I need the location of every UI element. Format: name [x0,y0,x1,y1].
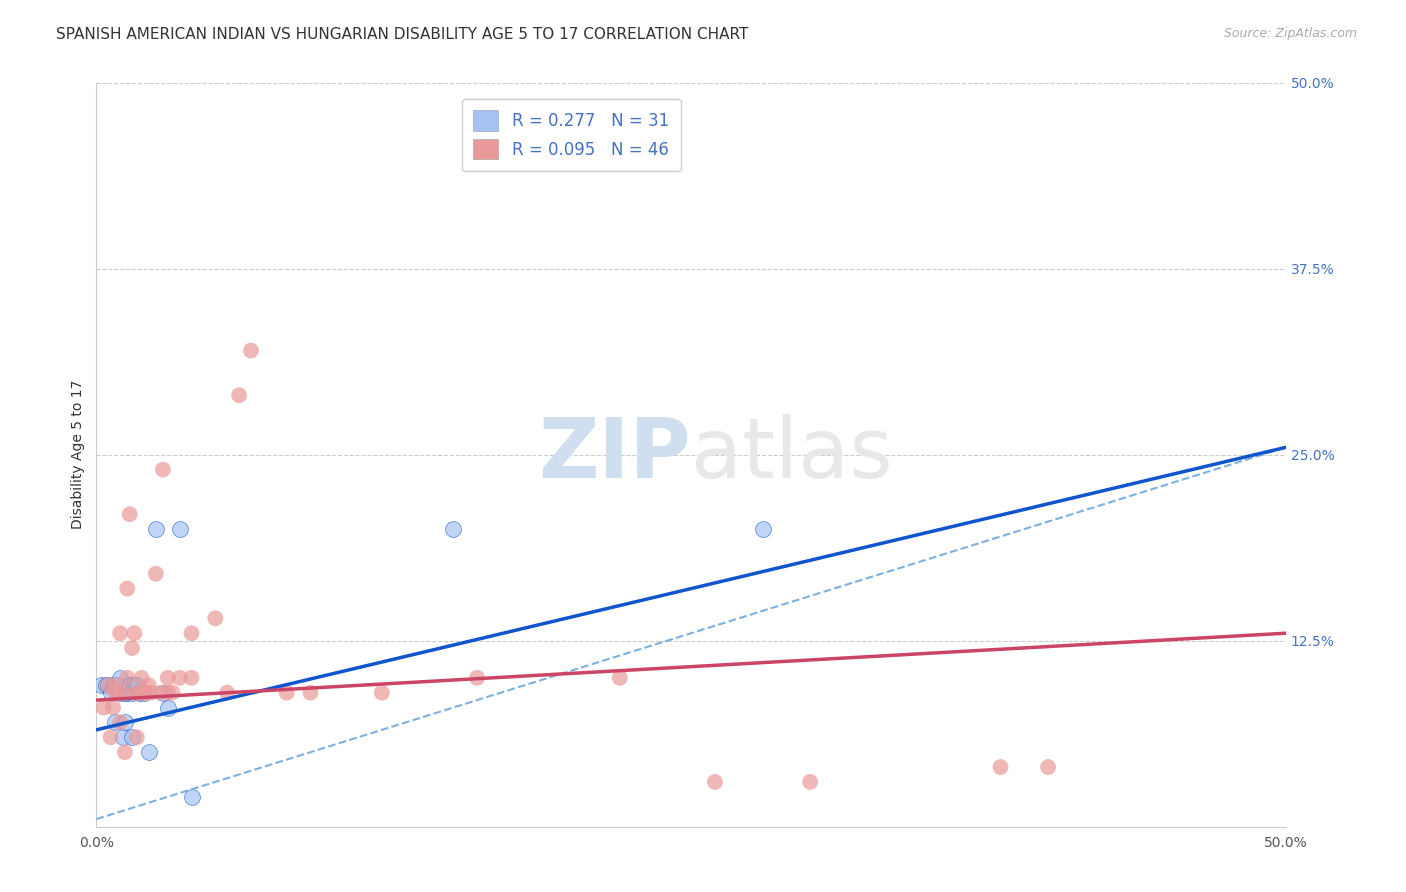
Point [156,700,179,714]
Text: ZIP: ZIP [538,414,692,495]
Point [108,686,131,700]
Point [139,686,162,700]
Point [145,522,167,536]
Point [108,626,131,640]
Point [94,678,117,692]
Point [104,715,127,730]
Point [180,671,202,685]
Point [276,686,298,700]
Text: atlas: atlas [692,414,893,495]
Point [704,775,727,789]
Point [152,462,174,476]
Point [240,343,263,358]
Point [228,388,250,402]
Point [104,678,127,692]
Point [128,686,150,700]
Point [121,641,143,656]
Point [156,671,179,685]
Point [132,686,155,700]
Point [108,678,131,692]
Point [371,686,394,700]
Point [100,686,122,700]
Point [118,507,141,521]
Point [152,686,174,700]
Point [121,686,143,700]
Point [104,686,127,700]
Point [441,522,464,536]
Point [111,731,134,745]
Point [128,686,150,700]
Point [117,671,139,685]
Point [990,760,1012,774]
Point [93,700,115,714]
Point [104,678,127,692]
Text: Source: ZipAtlas.com: Source: ZipAtlas.com [1223,27,1357,40]
Point [204,611,226,625]
Point [125,678,148,692]
Point [135,686,157,700]
Point [101,678,124,692]
Point [101,700,124,714]
Point [131,671,153,685]
Point [124,626,146,640]
Point [118,678,141,692]
Point [751,522,773,536]
Point [107,686,129,700]
Point [107,678,129,692]
Text: SPANISH AMERICAN INDIAN VS HUNGARIAN DISABILITY AGE 5 TO 17 CORRELATION CHART: SPANISH AMERICAN INDIAN VS HUNGARIAN DIS… [56,27,748,42]
Point [124,686,146,700]
Point [108,671,131,685]
Point [156,686,179,700]
Point [180,626,202,640]
Point [217,686,239,700]
Y-axis label: Disability Age 5 to 17: Disability Age 5 to 17 [72,380,86,530]
Point [799,775,821,789]
Point [138,678,160,692]
Point [145,566,167,581]
Point [169,671,191,685]
Point [162,686,184,700]
Point [180,789,202,804]
Point [90,678,112,692]
Point [299,686,322,700]
Point [169,522,191,536]
Point [108,715,131,730]
Point [100,731,122,745]
Point [465,671,488,685]
Point [97,678,120,692]
Point [114,745,136,759]
Legend: R = 0.277   N = 31, R = 0.095   N = 46: R = 0.277 N = 31, R = 0.095 N = 46 [461,99,681,171]
Point [118,678,141,692]
Point [117,582,139,596]
Point [124,678,146,692]
Point [121,731,143,745]
Point [117,686,139,700]
Point [138,745,160,759]
Point [111,686,134,700]
Point [114,715,136,730]
Point [97,678,120,692]
Point [132,686,155,700]
Point [149,686,172,700]
Point [609,671,631,685]
Point [125,731,148,745]
Point [114,686,136,700]
Point [1036,760,1059,774]
